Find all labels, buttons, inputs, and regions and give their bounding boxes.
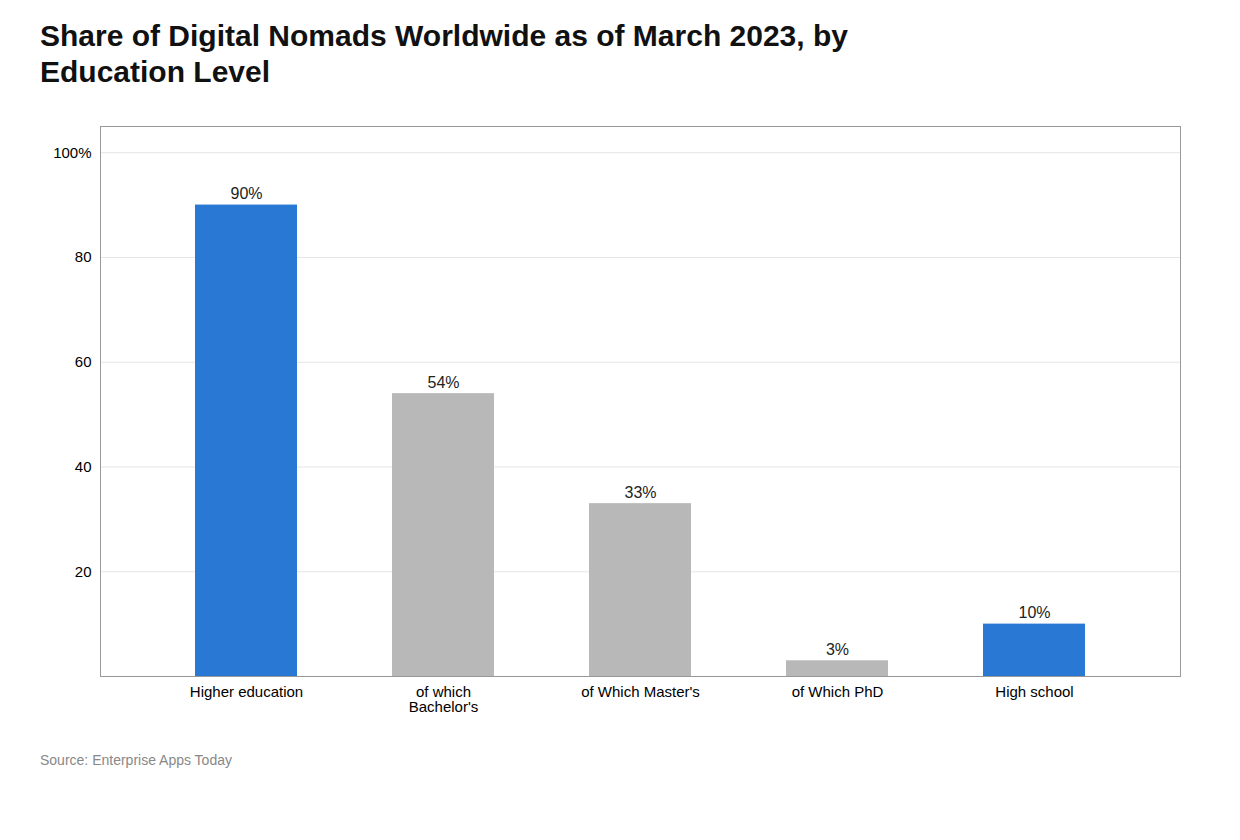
svg-text:10%: 10% <box>1018 604 1050 621</box>
svg-text:54%: 54% <box>427 374 459 391</box>
svg-text:90%: 90% <box>230 185 262 202</box>
svg-text:33%: 33% <box>624 484 656 501</box>
svg-text:of Which PhD: of Which PhD <box>792 683 884 700</box>
svg-text:Higher education: Higher education <box>190 683 303 700</box>
svg-text:100%: 100% <box>53 143 91 160</box>
svg-text:20: 20 <box>75 563 92 580</box>
svg-text:of Which Master's: of Which Master's <box>581 683 700 700</box>
svg-text:80: 80 <box>75 248 92 265</box>
svg-text:of whichBachelor's: of whichBachelor's <box>409 683 479 715</box>
html-text:Share of Digital Nomads Worldw: Share of Digital Nomads Worldwide as of … <box>40 19 848 88</box>
svg-text:60: 60 <box>75 353 92 370</box>
html-text:Source: Enterprise Apps Today: Source: Enterprise Apps Today <box>40 752 232 768</box>
svg-text:High school: High school <box>995 683 1073 700</box>
svg-text:3%: 3% <box>826 641 849 658</box>
svg-text:40: 40 <box>75 458 92 475</box>
